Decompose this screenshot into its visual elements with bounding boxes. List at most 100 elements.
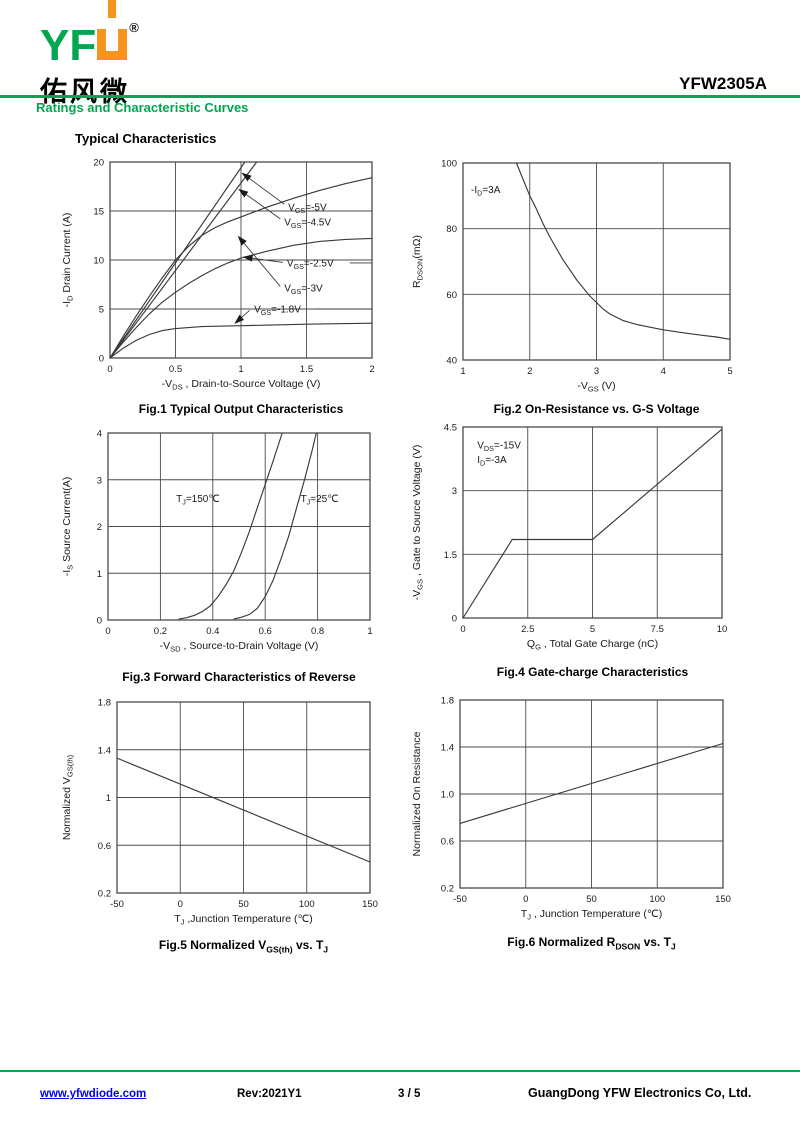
svg-text:5: 5 xyxy=(727,366,732,377)
curve-normalized-rdson xyxy=(459,742,724,824)
svg-text:0.4: 0.4 xyxy=(206,626,219,637)
fig2-x-axis-label: -VGS (V) xyxy=(577,380,615,394)
fig5-y-axis-label: Normalized VGS(th) xyxy=(61,754,75,840)
fig4-grid xyxy=(463,427,722,618)
page-number: 3 / 5 xyxy=(398,1088,421,1100)
svg-text:1.5: 1.5 xyxy=(300,364,313,375)
svg-text:100: 100 xyxy=(649,894,665,905)
svg-text:2: 2 xyxy=(97,522,102,533)
svg-text:1.8: 1.8 xyxy=(98,698,111,709)
fig2-caption: Fig.2 On-Resistance vs. G-S Voltage xyxy=(493,402,700,416)
svg-text:0.6: 0.6 xyxy=(98,841,111,852)
fig4-caption: Fig.4 Gate-charge Characteristics xyxy=(496,665,689,679)
logo-u-glyph xyxy=(97,29,128,60)
svg-text:3: 3 xyxy=(594,366,599,377)
svg-text:2: 2 xyxy=(369,364,374,375)
svg-text:5: 5 xyxy=(590,624,595,635)
svg-text:0: 0 xyxy=(107,364,112,375)
svg-text:7.5: 7.5 xyxy=(651,624,664,635)
svg-text:-50: -50 xyxy=(453,894,467,905)
fig6-y-axis-label: Normalized On Resistance xyxy=(411,731,423,856)
fig2-grid xyxy=(463,163,730,360)
svg-text:1: 1 xyxy=(367,626,372,637)
fig5-grid xyxy=(117,702,370,893)
svg-text:2.5: 2.5 xyxy=(521,624,534,635)
fig4-tick-labels: 0 2.5 5 7.5 10 0 1.5 3 4.5 xyxy=(444,423,728,636)
svg-text:0: 0 xyxy=(178,899,183,910)
fig3-tick-labels: 0 0.2 0.4 0.6 0.8 1 0 1 2 3 4 xyxy=(97,429,373,638)
fig4-x-axis-label: QG , Total Gate Charge (nC) xyxy=(527,638,658,652)
svg-text:1.4: 1.4 xyxy=(98,745,111,756)
svg-text:0: 0 xyxy=(523,894,528,905)
svg-text:0: 0 xyxy=(460,624,465,635)
fig6-caption: Fig.6 Normalized RDSON vs. TJ xyxy=(507,935,676,952)
svg-text:5: 5 xyxy=(99,305,104,316)
fig6-grid xyxy=(460,700,723,888)
fig6-x-axis-label: TJ , Junction Temperature (℃) xyxy=(521,908,662,922)
svg-text:10: 10 xyxy=(93,256,104,267)
leader-line xyxy=(237,235,281,287)
leader-line xyxy=(241,172,285,205)
svg-text:0: 0 xyxy=(105,626,110,637)
svg-text:0: 0 xyxy=(452,614,457,625)
fig4-chart: VDS=-15V ID=-3A 0 2.5 5 7.5 10 0 1.5 3 4.5 QG , Tot… xyxy=(411,423,728,652)
svg-text:0.5: 0.5 xyxy=(169,364,182,375)
svg-text:40: 40 xyxy=(446,356,457,367)
company-name: GuangDong YFW Electronics Co, Ltd. xyxy=(528,1086,752,1100)
svg-text:0.2: 0.2 xyxy=(441,884,454,895)
curve-tj-150c xyxy=(178,432,283,620)
fig3-caption: Fig.3 Forward Characteristics of Reverse xyxy=(122,670,356,684)
figure-4: VDS=-15V ID=-3A 0 2.5 5 7.5 10 0 1.5 3 4.5 QG , Tot… xyxy=(405,413,750,680)
svg-text:0.6: 0.6 xyxy=(259,626,272,637)
svg-text:50: 50 xyxy=(238,899,249,910)
fig5-plot-border xyxy=(116,701,371,894)
subsection-title: Typical Characteristics xyxy=(75,131,217,146)
part-number: YFW2305A xyxy=(679,74,767,93)
svg-text:80: 80 xyxy=(446,224,457,235)
curve-label: VGS=-1.8V xyxy=(254,305,301,318)
fig3-chart: TJ=150℃ TJ=25℃ 0 0.2 0.4 0.6 0.8 1 0 1 2 3 4 -VSD , S… xyxy=(61,429,373,654)
curve-tj-25c xyxy=(233,432,317,620)
curve-gate-charge xyxy=(462,428,723,619)
fig2-y-axis-label: RDSON(mΩ) xyxy=(411,235,425,288)
svg-text:4.5: 4.5 xyxy=(444,423,457,434)
fig4-y-axis-label: -VGS , Gate to Source Voltage (V) xyxy=(411,445,425,601)
svg-text:1.5: 1.5 xyxy=(444,550,457,561)
svg-text:0: 0 xyxy=(99,354,104,365)
website-link[interactable]: www.yfwdiode.com xyxy=(40,1088,147,1100)
fig1-x-axis-label: -VDS , Drain-to-Source Voltage (V) xyxy=(162,378,321,392)
curve-label: VDS=-15V xyxy=(477,440,521,453)
fig3-grid xyxy=(108,433,370,620)
figure-6: -50 0 50 100 150 0.2 0.6 1.0 1.4 1.8 TJ , Junction… xyxy=(405,683,750,952)
fig1-caption: Fig.1 Typical Output Characteristics xyxy=(138,402,344,416)
svg-text:1.4: 1.4 xyxy=(441,743,454,754)
curve-vgs--1.8v xyxy=(109,322,373,359)
fig5-caption: Fig.5 Normalized VGS(th) vs. TJ xyxy=(158,938,329,955)
fig3-x-axis-label: -VSD , Source-to-Drain Voltage (V) xyxy=(160,640,319,654)
svg-text:10: 10 xyxy=(717,624,728,635)
svg-text:100: 100 xyxy=(441,159,457,170)
figure-5: -50 0 50 100 150 0.2 0.6 1 1.4 1.8 TJ ,Junction Te… xyxy=(55,686,400,955)
fig6-chart: -50 0 50 100 150 0.2 0.6 1.0 1.4 1.8 TJ , Junction… xyxy=(411,696,731,922)
fig5-x-axis-label: TJ ,Junction Temperature (℃) xyxy=(174,913,313,927)
svg-text:1.0: 1.0 xyxy=(441,790,454,801)
curve-vgs--4.5v xyxy=(109,161,258,359)
fig1-y-axis-label: -ID Drain Current (A) xyxy=(61,213,75,308)
svg-text:3: 3 xyxy=(452,486,457,497)
registered-trademark-icon: ® xyxy=(129,20,139,35)
fig3-y-axis-label: -IS Source Current(A) xyxy=(61,477,75,577)
svg-text:0.2: 0.2 xyxy=(154,626,167,637)
svg-text:1: 1 xyxy=(238,364,243,375)
curve-vgs--3v xyxy=(109,177,373,359)
svg-text:2: 2 xyxy=(527,366,532,377)
fig3-plot-border xyxy=(107,432,371,621)
svg-text:4: 4 xyxy=(97,429,102,440)
svg-text:4: 4 xyxy=(661,366,666,377)
logo-chinese-text: 佑风微 xyxy=(40,77,130,107)
figure-1: VGS=-5V VGS=-4.5V VGS=-2.5V VGS=-3V VGS=-1.8… xyxy=(55,150,400,417)
curve-label: TJ=150℃ xyxy=(176,494,219,507)
curve-vgs--2.5v xyxy=(109,237,373,359)
svg-text:50: 50 xyxy=(586,894,597,905)
curve-label: VGS=-3V xyxy=(284,283,323,296)
